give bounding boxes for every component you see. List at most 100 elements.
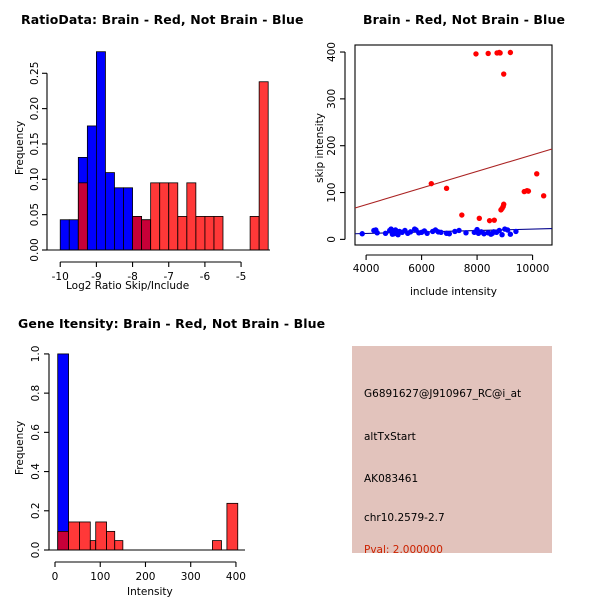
info-line-pvalue: Pval: 2.000000 [364, 544, 443, 556]
ratio-histogram-bars [59, 51, 269, 251]
histogram-bar [77, 182, 88, 251]
gene-histogram-x-axis-label: Intensity [127, 586, 173, 598]
ratio-histogram-plot-area: 0.00 0.05 0.10 0.15 0.20 0.25 -10 -9 -8 -7 -6 -5 [29, 51, 270, 283]
y-tick-label: 0.6 [30, 424, 42, 441]
histogram-bar [89, 540, 97, 551]
y-tick-label: 200 [326, 136, 338, 156]
ratio-histogram-title: RatioData: Brain - Red, Not Brain - Blue [21, 12, 304, 27]
x-tick-label: 300 [181, 571, 201, 583]
scatter-point [407, 229, 414, 235]
x-tick-label: -9 [91, 271, 101, 283]
y-tick-label: 0.8 [30, 385, 42, 402]
gene-histogram-plot-area: 0.0 0.2 0.4 0.6 0.8 1.0 0 100 200 300 400 [30, 346, 246, 583]
x-tick-label: 4000 [353, 263, 380, 275]
histogram-bar [226, 502, 239, 551]
histogram-bar [123, 187, 133, 251]
scatter-point [486, 217, 493, 224]
info-line-locus: chr10.2579-2.7 [364, 512, 445, 524]
x-tick-label: -10 [52, 271, 69, 283]
y-tick-label: 0.00 [29, 238, 41, 261]
panel-ratio-histogram: RatioData: Brain - Red, Not Brain - Blue… [0, 0, 304, 300]
y-tick-label: 0.15 [29, 132, 41, 155]
histogram-bar [212, 540, 222, 551]
scatter-point [481, 231, 487, 237]
x-tick-label: 100 [90, 571, 110, 583]
histogram-bar [213, 216, 224, 251]
histogram-bar [68, 219, 79, 251]
scatter-point [491, 217, 497, 223]
scatter-x-axis-label: include intensity [410, 286, 497, 298]
scatter-point [446, 231, 453, 237]
annotation-info-box: G6891627@J910967_RC@i_at altTxStart AK0834… [352, 346, 552, 556]
scatter-point [525, 188, 532, 194]
histogram-bar [168, 182, 179, 251]
scatter-point [540, 193, 547, 199]
scatter-axes: 4000 6000 8000 10000 0 100 200 300 400 [326, 42, 549, 275]
histogram-bar [204, 216, 215, 251]
info-line-event-type: altTxStart [364, 431, 416, 443]
scatter-point [424, 230, 430, 236]
scatter-point [382, 230, 389, 236]
scatter-point [497, 50, 503, 56]
y-tick-label: 0.0 [30, 542, 42, 559]
scatter-point [513, 228, 519, 235]
histogram-bar [141, 219, 152, 251]
gene-histogram-title: Gene Itensity: Brain - Red, Not Brain - … [18, 316, 326, 331]
x-tick-label: 200 [135, 571, 155, 583]
y-tick-label: 100 [326, 183, 338, 203]
scatter-point [534, 171, 540, 177]
y-tick-label: 0.2 [30, 502, 42, 519]
info-line-probeset: G6891627@J910967_RC@i_at [364, 388, 522, 400]
x-tick-label: -8 [127, 271, 137, 283]
histogram-bar [114, 187, 124, 251]
panel-annotation-info: G6891627@J910967_RC@i_at altTxStart AK0834… [300, 300, 600, 600]
scatter-point [428, 180, 435, 187]
x-tick-label: 8000 [464, 263, 491, 275]
scatter-point [507, 231, 514, 237]
y-tick-label: 0 [326, 236, 338, 243]
histogram-bar [114, 540, 124, 551]
histogram-bar [95, 521, 107, 551]
y-tick-label: 300 [326, 89, 338, 109]
gene-histogram-bars [57, 353, 239, 551]
scatter-point [459, 212, 465, 218]
histogram-bar [57, 353, 69, 551]
y-tick-label: 0.05 [29, 203, 41, 226]
scatter-point [501, 71, 507, 77]
x-tick-label: -6 [200, 271, 211, 283]
scatter-point [438, 229, 444, 236]
scatter-point [485, 50, 491, 57]
y-tick-label: 0.10 [29, 168, 41, 191]
ratio-histogram-x-axis-label: Log2 Ratio Skip/Include [66, 280, 190, 292]
histogram-bar [150, 182, 161, 251]
scatter-point [501, 201, 507, 207]
histogram-bar [132, 216, 143, 251]
scatter-point [374, 230, 380, 236]
scatter-point [456, 227, 462, 234]
histogram-bar [258, 81, 269, 251]
x-tick-label: 0 [52, 571, 59, 583]
scatter-point [496, 227, 502, 234]
scatter-point [476, 215, 483, 222]
scatter-point [359, 231, 365, 237]
histogram-bar [106, 530, 116, 551]
histogram-bar [177, 216, 188, 251]
scatter-plot-area: 4000 6000 8000 10000 0 100 200 300 400 [326, 42, 553, 275]
fit-line [354, 148, 553, 209]
x-tick-label: 10000 [516, 263, 549, 275]
panel-gene-intensity-histogram: Gene Itensity: Brain - Red, Not Brain - … [0, 300, 325, 600]
histogram-bar [195, 216, 206, 251]
y-tick-label: 0.4 [30, 463, 42, 480]
scatter-point [504, 227, 511, 233]
panel-intensity-scatter: Brain - Red, Not Brain - Blue skip inten… [300, 0, 600, 300]
scatter-point [463, 230, 469, 236]
scatter-point [499, 231, 505, 238]
scatter-plot-frame [354, 44, 553, 246]
scatter-point [473, 51, 479, 57]
histogram-bar [57, 530, 69, 551]
histogram-bar [79, 521, 91, 551]
histogram-bar [96, 51, 106, 251]
histogram-bar [105, 172, 115, 251]
y-tick-label: 0.25 [29, 62, 41, 85]
y-tick-label: 0.20 [29, 97, 41, 120]
